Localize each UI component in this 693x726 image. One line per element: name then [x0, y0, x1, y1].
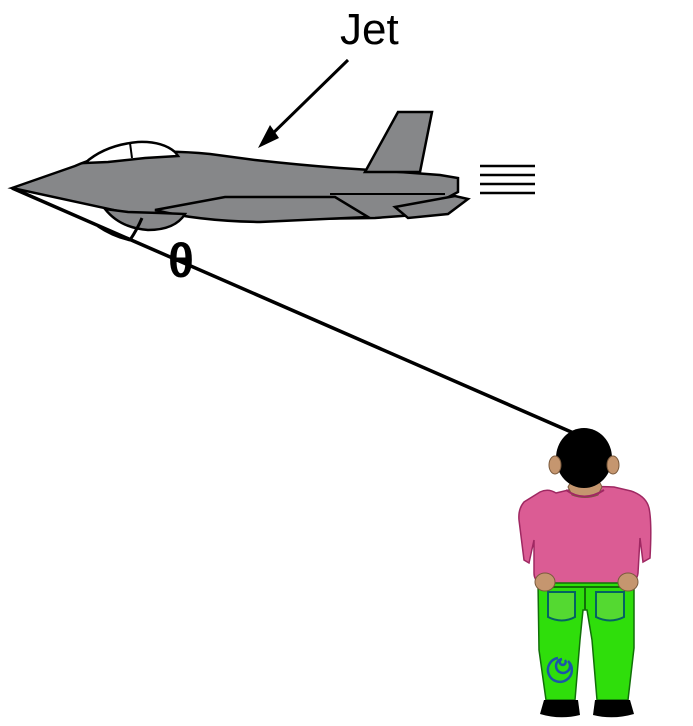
diagram-container: Jet θ — [0, 0, 693, 726]
exhaust-lines — [480, 166, 535, 193]
diagram-svg — [0, 0, 693, 726]
jet-arrow — [258, 60, 348, 148]
angle-lines — [12, 188, 585, 438]
jet-label: Jet — [340, 5, 399, 55]
jet-aircraft — [12, 112, 468, 230]
theta-label: θ — [168, 234, 194, 289]
person — [519, 428, 651, 717]
